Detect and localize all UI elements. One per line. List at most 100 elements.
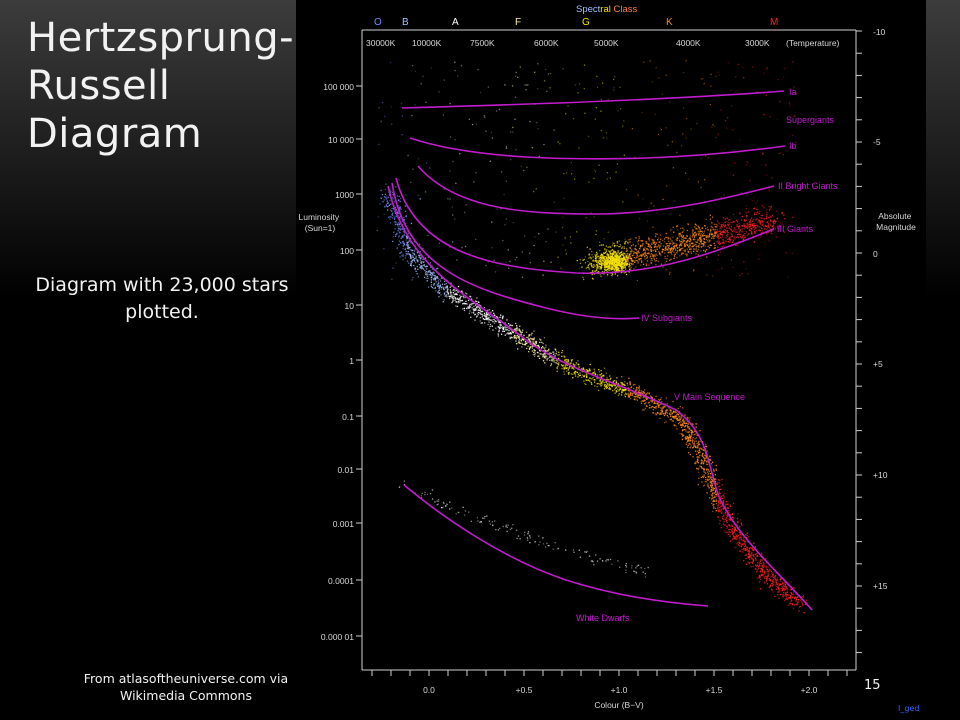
- star-dot: [433, 274, 435, 277]
- star-dot: [790, 581, 792, 583]
- star-dot: [595, 251, 598, 254]
- star-dot: [537, 355, 539, 357]
- star-dot: [693, 444, 696, 446]
- star-dot: [619, 263, 621, 265]
- star-dot: [625, 256, 627, 258]
- star-dot: [646, 393, 648, 395]
- star-dot: [661, 408, 663, 410]
- star-dot: [719, 510, 722, 512]
- star-dot: [398, 195, 400, 197]
- star-dot: [746, 534, 749, 536]
- star-dot: [621, 250, 623, 253]
- star-dot: [622, 263, 624, 265]
- star-dot: [505, 180, 508, 182]
- star-dot: [430, 274, 432, 276]
- star-dot: [701, 455, 704, 457]
- star-dot: [434, 287, 437, 289]
- star-dot: [645, 242, 647, 245]
- star-dot: [692, 239, 695, 241]
- star-dot: [656, 248, 658, 250]
- star-dot: [650, 250, 652, 252]
- star-dot: [718, 479, 720, 481]
- star-dot: [685, 435, 687, 438]
- star-dot: [588, 555, 591, 557]
- star-dot: [683, 429, 685, 431]
- star-dot: [744, 220, 746, 222]
- star-dot: [628, 395, 630, 398]
- star-dot: [392, 267, 394, 269]
- star-dot: [567, 105, 569, 107]
- star-dot: [769, 578, 771, 581]
- star-dot: [593, 260, 595, 262]
- star-dot: [610, 250, 612, 252]
- star-dot: [489, 160, 491, 162]
- star-dot: [719, 251, 721, 253]
- star-dot: [655, 264, 657, 266]
- star-dot: [607, 264, 609, 267]
- star-dot: [616, 252, 618, 254]
- star-dot: [673, 255, 676, 257]
- star-dot: [729, 222, 732, 224]
- star-dot: [652, 242, 655, 244]
- star-dot: [700, 236, 702, 239]
- star-dot: [615, 264, 617, 266]
- star-dot: [461, 290, 463, 292]
- star-dot: [638, 235, 640, 238]
- star-dot: [412, 256, 414, 258]
- star-dot: [481, 314, 484, 316]
- star-dot: [771, 580, 774, 582]
- star-dot: [717, 508, 719, 510]
- star-dot: [672, 250, 674, 252]
- star-dot: [682, 133, 684, 135]
- star-dot: [707, 157, 710, 159]
- star-dot: [755, 219, 757, 221]
- star-dot: [555, 349, 557, 351]
- star-dot: [714, 232, 716, 234]
- star-dot: [605, 372, 607, 374]
- star-dot: [715, 503, 718, 505]
- star-dot: [761, 228, 763, 230]
- star-dot: [591, 383, 593, 385]
- star-dot: [398, 207, 400, 209]
- star-dot: [625, 260, 627, 263]
- star-dot: [670, 411, 672, 413]
- star-dot: [715, 136, 717, 139]
- star-dot: [631, 128, 634, 130]
- star-dot: [438, 285, 440, 287]
- star-dot: [761, 571, 764, 573]
- star-dot: [726, 521, 728, 524]
- star-dot: [672, 420, 674, 422]
- star-dot: [784, 600, 786, 602]
- star-dot: [695, 235, 697, 237]
- star-dot: [407, 244, 410, 246]
- star-dot: [676, 251, 678, 253]
- star-dot: [452, 292, 454, 294]
- star-dot: [584, 383, 586, 385]
- star-dot: [425, 101, 427, 103]
- star-dot: [568, 367, 571, 369]
- star-dot: [716, 220, 719, 222]
- star-dot: [727, 531, 729, 533]
- star-dot: [395, 223, 397, 225]
- star-dot: [769, 215, 771, 217]
- star-dot: [697, 232, 699, 234]
- star-dot: [398, 223, 400, 226]
- star-dot: [404, 227, 406, 230]
- star-dot: [528, 351, 530, 353]
- star-dot: [627, 394, 629, 396]
- star-dot: [770, 220, 772, 222]
- star-dot: [420, 494, 422, 497]
- star-dot: [506, 327, 508, 329]
- star-dot: [699, 257, 702, 259]
- star-dot: [712, 226, 714, 228]
- star-dot: [700, 239, 703, 241]
- star-dot: [676, 250, 679, 252]
- star-dot: [535, 344, 537, 346]
- star-dot: [431, 498, 434, 500]
- star-dot: [587, 379, 590, 381]
- star-dot: [388, 216, 390, 218]
- star-dot: [622, 260, 625, 262]
- star-dot: [500, 323, 502, 326]
- star-dot: [565, 113, 567, 115]
- star-dot: [512, 126, 514, 129]
